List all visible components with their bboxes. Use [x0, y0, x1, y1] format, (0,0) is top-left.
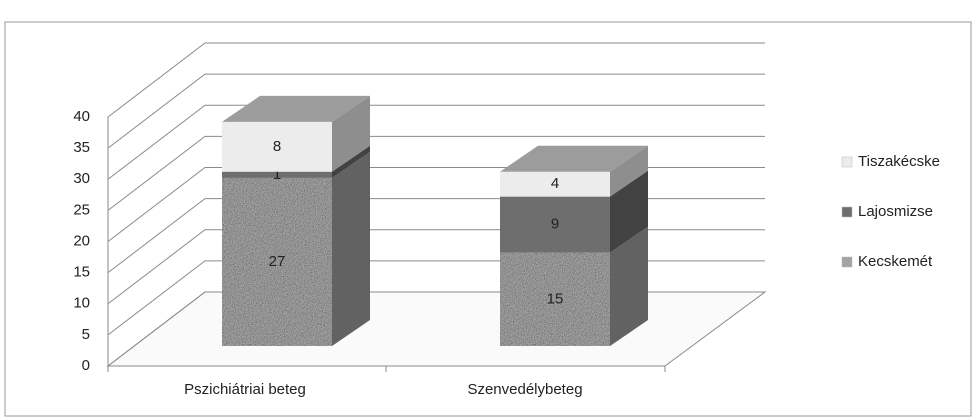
- data-label: 8: [273, 138, 281, 155]
- legend-swatch: [841, 206, 853, 218]
- x-tick-label: Pszichiátriai beteg: [184, 381, 306, 398]
- bar-segment: [500, 196, 610, 253]
- data-label: 27: [269, 253, 286, 270]
- y-tick-label: 15: [73, 264, 90, 281]
- y-tick-label: 5: [82, 326, 90, 343]
- data-label: 9: [551, 216, 559, 233]
- x-tick-label: Szenvedélybeteg: [467, 381, 582, 398]
- data-label: 4: [551, 175, 559, 192]
- y-tick-label: 0: [82, 357, 90, 374]
- legend-label: Tiszakécske: [858, 153, 940, 170]
- y-tick-label: 30: [73, 170, 90, 187]
- y-tick-label: 35: [73, 139, 90, 156]
- legend-swatch: [841, 256, 853, 268]
- bar-top: [500, 145, 648, 172]
- chart-border: [4, 21, 972, 417]
- y-tick-label: 25: [73, 201, 90, 218]
- grid-line: [107, 198, 765, 274]
- bar-top: [222, 95, 370, 122]
- bar-segment: [500, 171, 610, 197]
- bar-segment: [500, 252, 610, 346]
- grid-line: [107, 135, 765, 211]
- y-tick-label: 40: [73, 108, 90, 125]
- data-label: 1: [273, 166, 281, 183]
- grid-line: [107, 167, 765, 242]
- bar-segment: [222, 121, 332, 172]
- legend-swatch: [841, 156, 853, 168]
- bar-side: [332, 95, 370, 172]
- grid-line: [107, 42, 765, 118]
- bar-segment: [222, 177, 332, 346]
- grid-line: [107, 104, 765, 180]
- legend-label: Lajosmizse: [858, 203, 933, 220]
- data-label: 15: [547, 290, 564, 307]
- bar-side: [610, 226, 648, 346]
- bar-side: [610, 170, 648, 253]
- bar-side: [610, 145, 648, 197]
- grid-line: [107, 73, 765, 149]
- y-tick-label: 20: [73, 232, 90, 249]
- y-tick-label: 10: [73, 295, 90, 312]
- bar-segment: [222, 171, 332, 178]
- floor: [106, 291, 767, 367]
- bar-side: [332, 151, 370, 346]
- legend-label: Kecskemét: [858, 253, 933, 270]
- bar-side: [332, 145, 370, 178]
